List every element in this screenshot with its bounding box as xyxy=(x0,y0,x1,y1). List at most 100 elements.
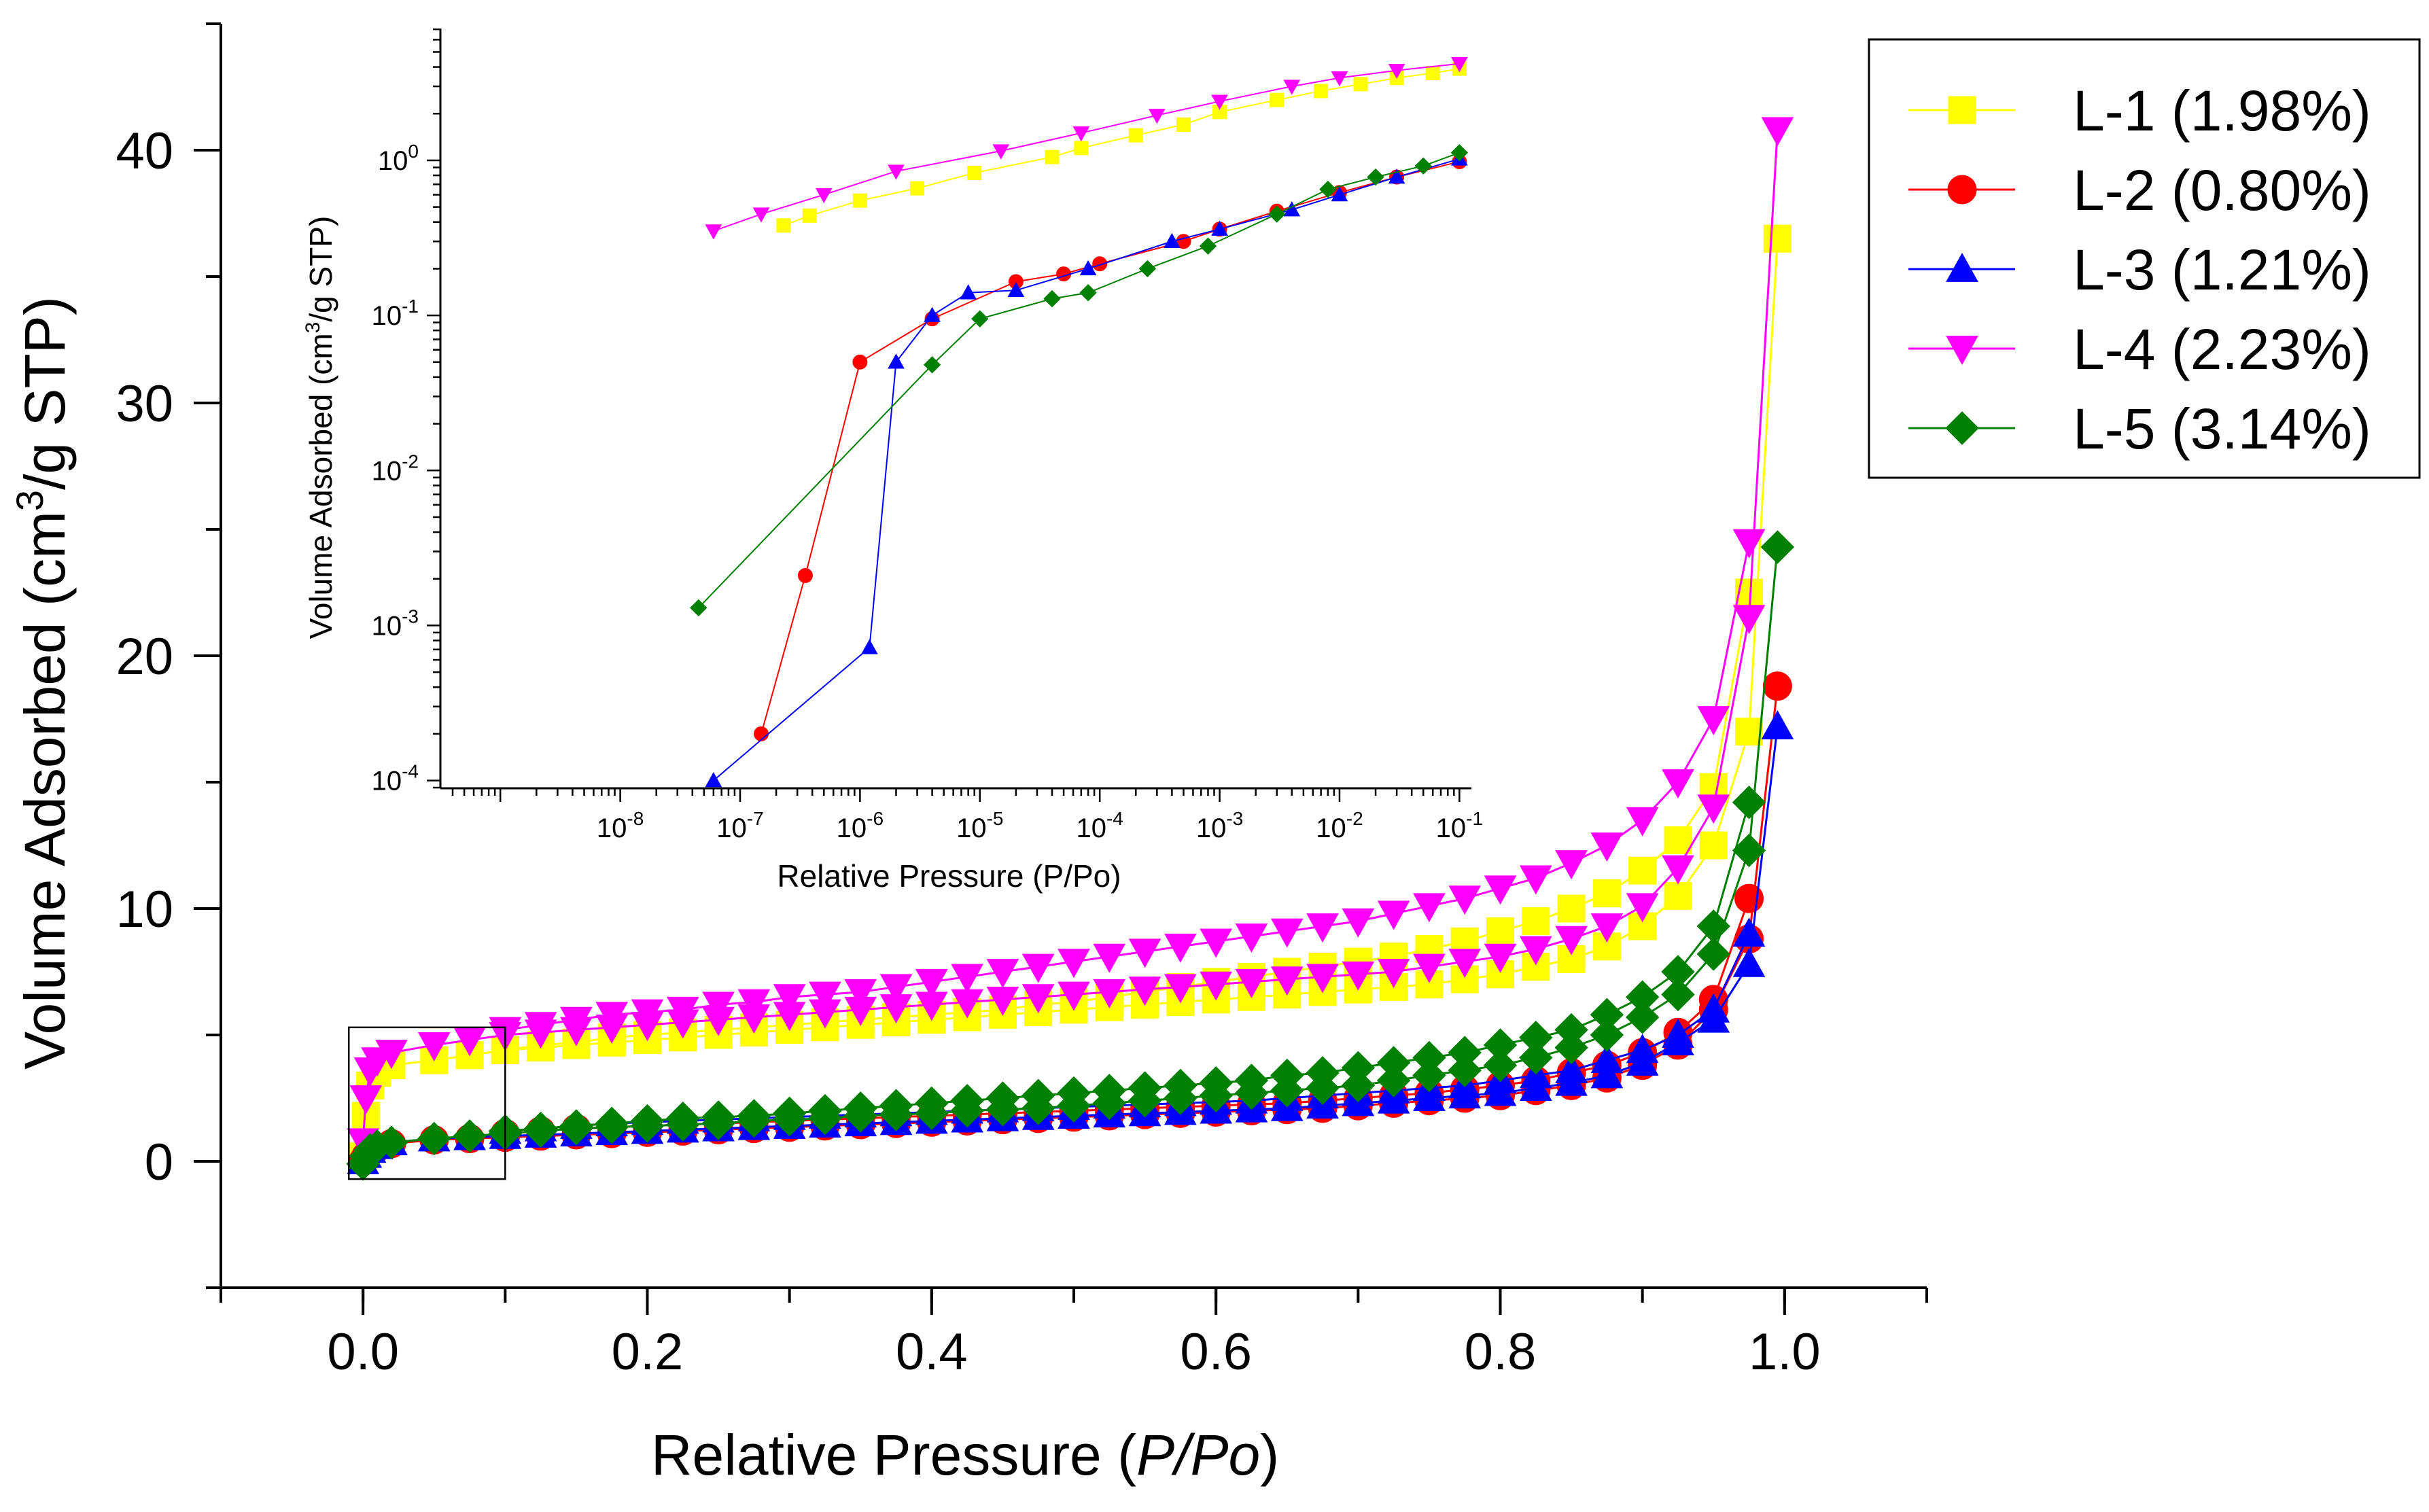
inset-y-tick-label: 10-4 xyxy=(372,761,419,796)
data-point xyxy=(951,964,983,994)
data-point xyxy=(1732,786,1766,820)
inset-data-point xyxy=(1043,289,1061,308)
inset-series-l-5-3-14 xyxy=(690,144,1469,617)
data-point xyxy=(915,1086,949,1121)
data-point xyxy=(1762,671,1792,701)
data-point xyxy=(843,1091,877,1125)
data-point xyxy=(1341,1051,1376,1085)
y-tick-label: 20 xyxy=(116,628,173,686)
data-point xyxy=(1760,530,1795,564)
data-point xyxy=(1761,117,1794,147)
data-point xyxy=(1628,856,1657,885)
data-point xyxy=(1697,706,1730,736)
data-point xyxy=(1735,718,1764,746)
inset-x-tick-base: 10 xyxy=(1436,813,1467,843)
data-point xyxy=(1093,943,1126,973)
data-point xyxy=(1519,865,1552,895)
data-point xyxy=(1021,1078,1055,1112)
y-axis-title-tail: /g STP) xyxy=(13,296,77,490)
inset-data-point xyxy=(705,772,722,788)
inset-x-tick-base: 10 xyxy=(597,813,627,843)
data-point xyxy=(1626,1034,1659,1063)
data-point xyxy=(1732,605,1766,635)
data-point xyxy=(1555,926,1588,955)
data-point xyxy=(950,1084,984,1118)
data-point xyxy=(417,1121,451,1156)
data-point xyxy=(1021,953,1055,983)
legend-marker xyxy=(1948,96,1976,124)
inset-y-tick-exponent: 0 xyxy=(408,141,419,162)
data-point xyxy=(1661,955,1695,989)
data-point xyxy=(1058,981,1090,1011)
inset-x-tick-base: 10 xyxy=(1196,813,1227,843)
inset-data-point xyxy=(1270,92,1285,107)
inset-data-point xyxy=(888,353,905,369)
data-point xyxy=(666,1102,700,1136)
inset-data-point xyxy=(1074,141,1089,156)
inset-data-point xyxy=(1176,117,1191,132)
inset-x-tick-label: 10-3 xyxy=(1196,808,1243,843)
data-point xyxy=(1699,831,1728,860)
data-point xyxy=(879,1089,913,1123)
data-point xyxy=(1164,933,1197,963)
inset-data-point xyxy=(1331,186,1348,202)
inset-data-point xyxy=(1092,256,1108,272)
x-tick-label: 0.4 xyxy=(896,1323,968,1381)
data-point xyxy=(1590,913,1624,943)
inset-series-l-1-1-98 xyxy=(776,61,1467,233)
inset-y-axis-title: Volume Adsorbed (cm3/g STP) xyxy=(302,216,338,639)
data-point xyxy=(1662,769,1694,799)
data-point xyxy=(1377,900,1410,930)
x-tick-label: 0.2 xyxy=(612,1323,684,1381)
data-point xyxy=(453,1119,487,1153)
inset-data-point xyxy=(1079,260,1097,276)
legend-label: L-2 (0.80%) xyxy=(2073,158,2371,222)
inset-series-line xyxy=(713,158,1460,781)
inset-data-point xyxy=(1388,63,1405,80)
data-point xyxy=(630,1104,665,1138)
data-point xyxy=(1592,879,1621,908)
data-point xyxy=(1235,924,1268,953)
data-point xyxy=(1021,984,1055,1014)
y-tick-label: 0 xyxy=(145,1133,173,1191)
inset-data-point xyxy=(1045,150,1060,164)
inset-series-l-4-2-23 xyxy=(705,57,1468,240)
data-point xyxy=(1164,974,1197,1004)
series-l-5-3-14 xyxy=(346,530,1795,1181)
inset-chart: 10-8 10-7 10-6 10-5 10-4 10-3 10-2 10-110-410-3… xyxy=(302,28,1483,894)
data-point xyxy=(1664,881,1692,910)
inset-x-tick-exponent: -8 xyxy=(627,808,644,829)
data-point xyxy=(1519,1021,1553,1055)
data-point xyxy=(1306,1056,1340,1090)
data-point xyxy=(773,984,806,1014)
x-tick-label: 0.8 xyxy=(1465,1323,1537,1381)
inset-y-tick-exponent: -4 xyxy=(402,761,419,782)
inset-series-l-3-1-21 xyxy=(705,150,1468,788)
inset-series-line xyxy=(698,152,1460,609)
data-point xyxy=(985,1081,1020,1115)
inset-x-tick-label: 10-8 xyxy=(597,808,644,843)
data-point xyxy=(1590,1059,1624,1089)
inset-data-point xyxy=(1268,205,1286,223)
data-point xyxy=(1200,971,1233,1001)
data-point xyxy=(915,968,948,998)
data-point xyxy=(595,1002,629,1032)
inset-y-tick-base: 10 xyxy=(372,456,402,486)
zoom-region-box xyxy=(348,1026,506,1180)
y-tick-label: 30 xyxy=(116,375,173,433)
data-point xyxy=(523,1111,558,1146)
y-tick-label: 40 xyxy=(116,122,173,180)
data-point xyxy=(1522,907,1550,936)
inset-data-point xyxy=(852,354,868,370)
inset-x-tick-exponent: -1 xyxy=(1466,808,1483,829)
data-point xyxy=(559,1109,593,1143)
inset-data-point xyxy=(1451,57,1468,73)
data-point xyxy=(1413,953,1446,983)
x-axis-title: Relative Pressure (P/Po) xyxy=(651,1423,1279,1487)
data-point xyxy=(1590,1018,1624,1052)
data-point xyxy=(1270,966,1304,996)
inset-data-point xyxy=(1199,237,1217,255)
legend-label: L-5 (3.14%) xyxy=(2073,397,2371,461)
inset-data-point xyxy=(802,208,817,223)
